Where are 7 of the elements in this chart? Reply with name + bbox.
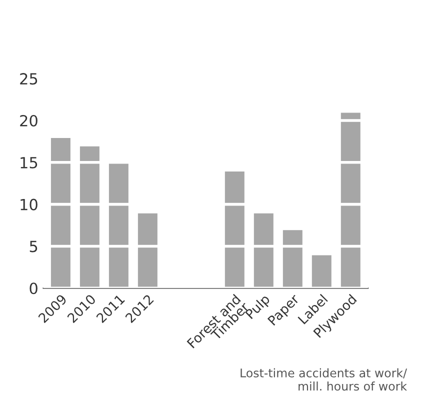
text: Lost-time accidents at work/ mill. hours of work [240,368,408,391]
y-tick-label: 25 [20,73,38,85]
y-tick-label: 0 [30,282,38,294]
y-tick-label: 10 [20,198,38,210]
y-tick-label: 15 [20,157,38,168]
y-tick-label: 20 [20,114,38,127]
y-tick-label: 5 [30,240,38,252]
